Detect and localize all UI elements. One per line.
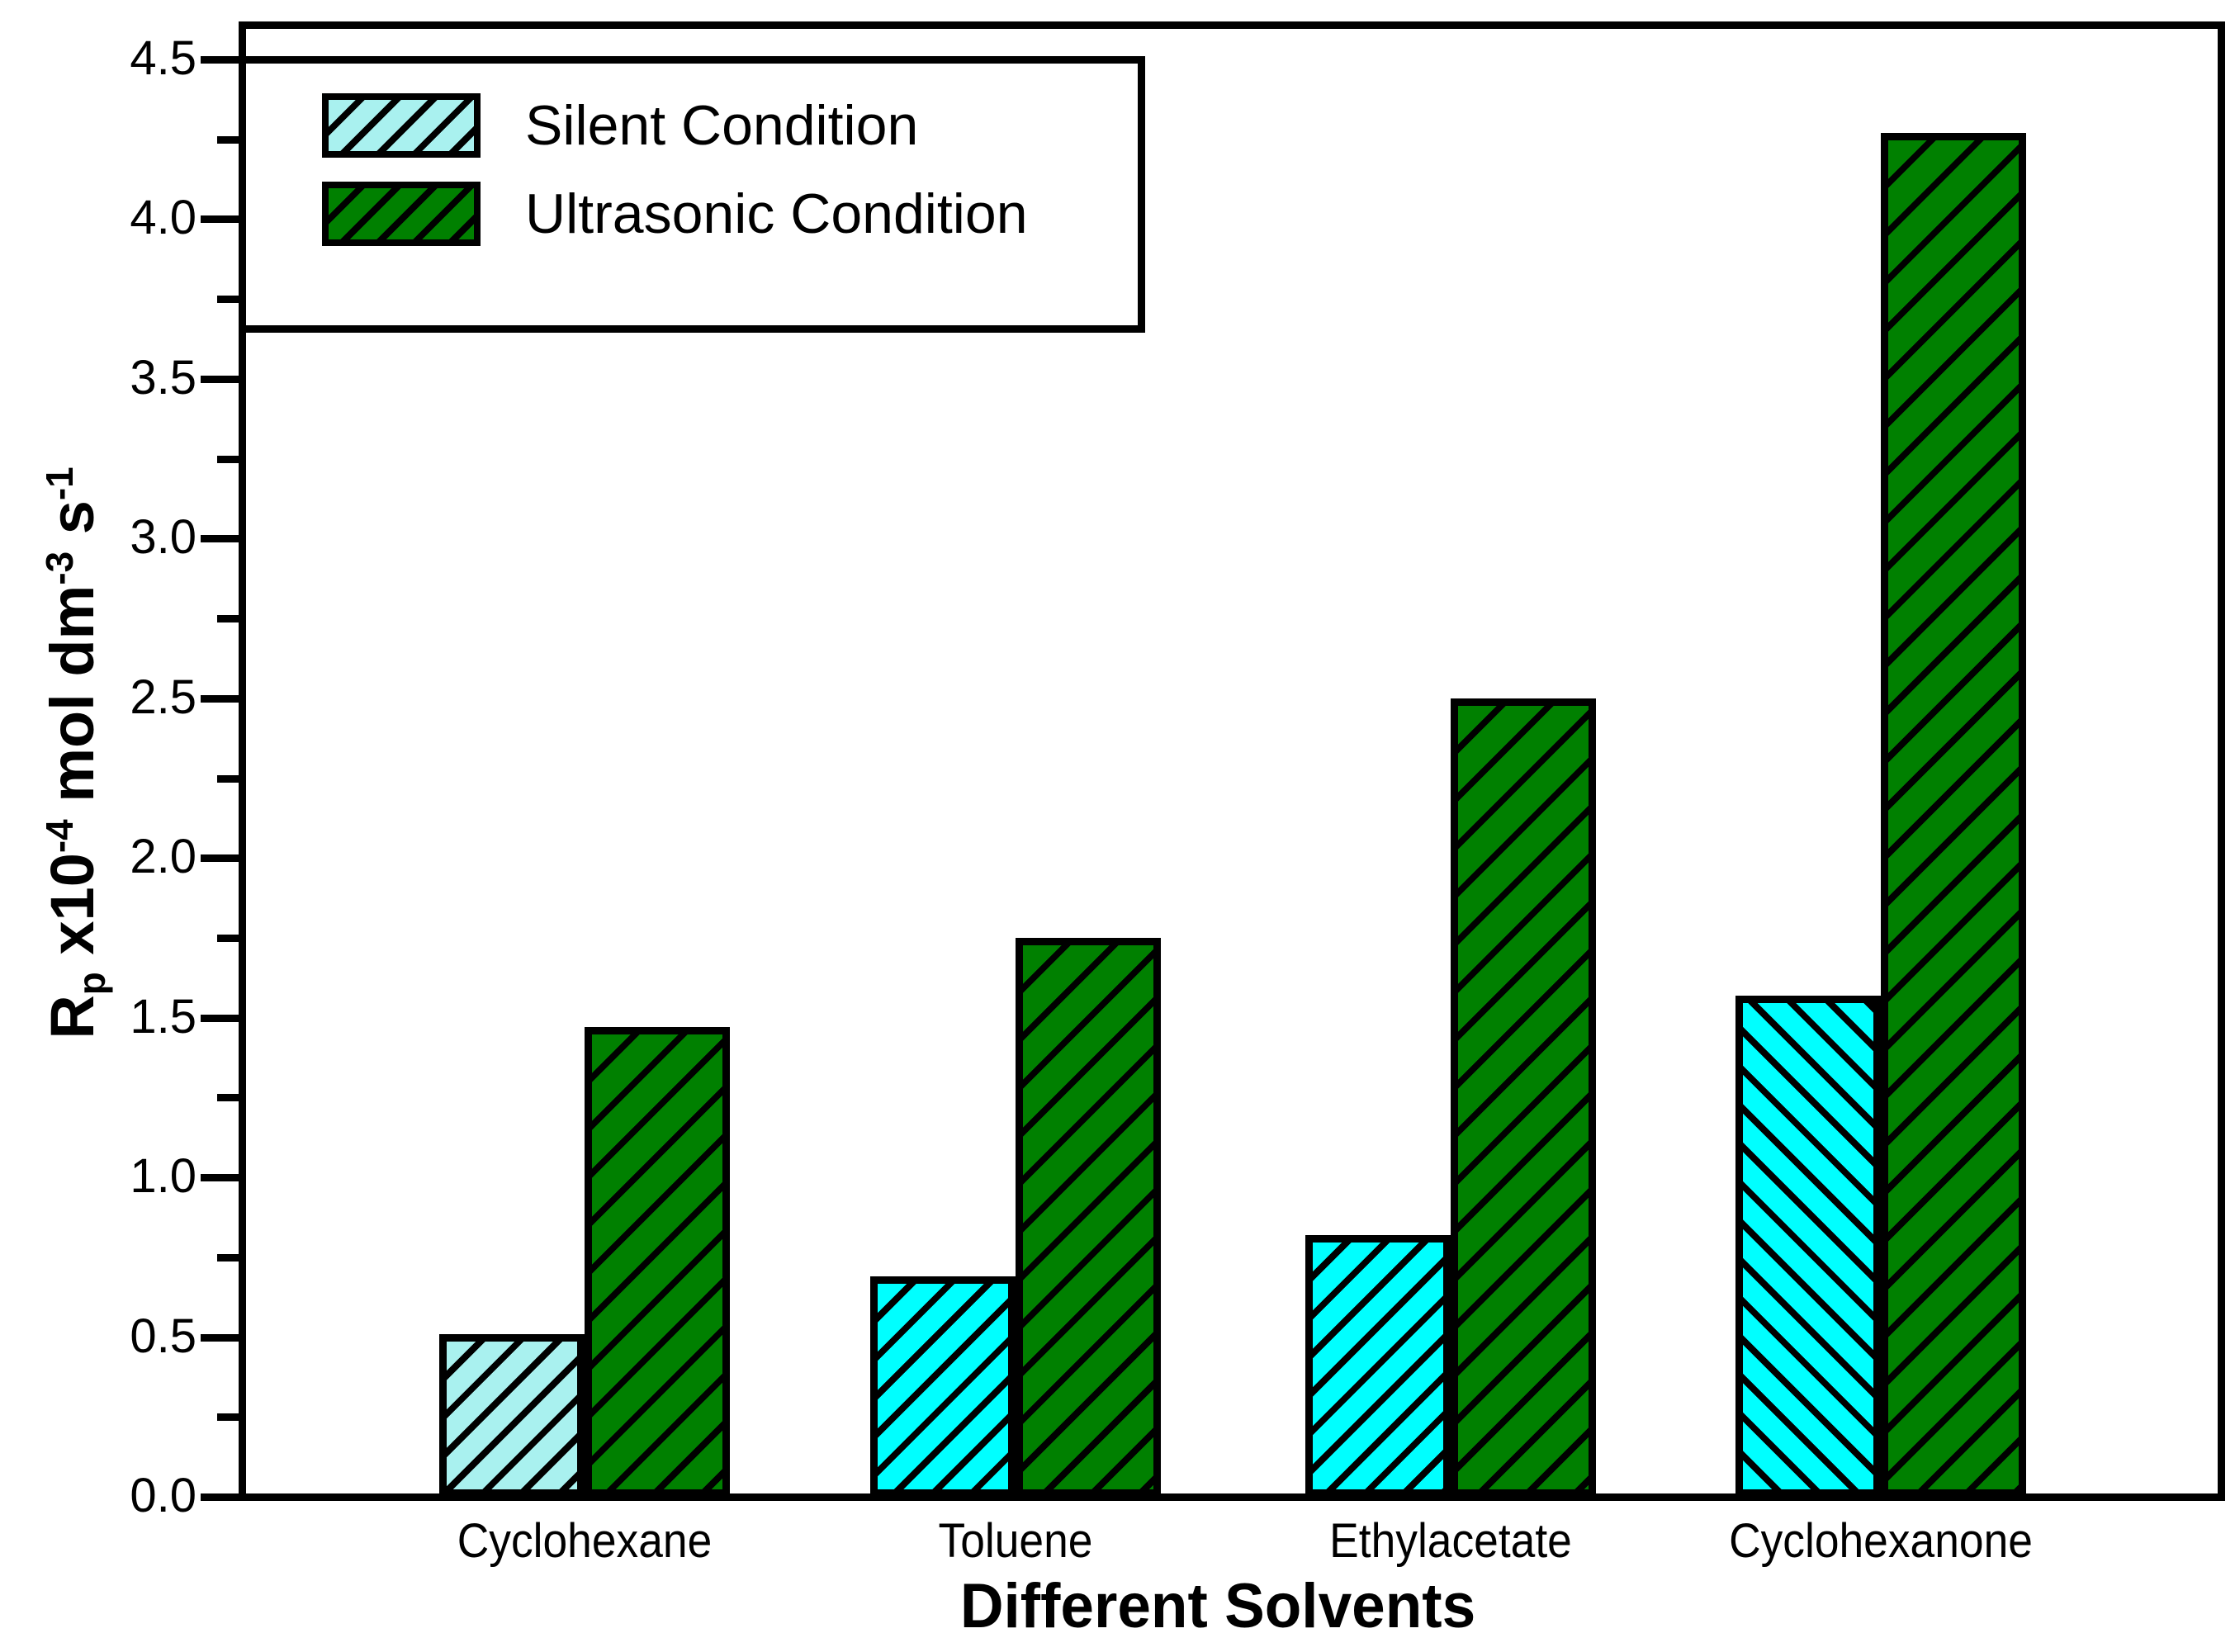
- y-axis-title-part: -1: [37, 466, 81, 501]
- y-major-tick: [201, 1015, 239, 1022]
- y-minor-tick: [217, 775, 239, 783]
- bar-silent-condition-toluene: [870, 1276, 1016, 1497]
- y-major-tick: [201, 56, 239, 64]
- y-major-tick: [201, 215, 239, 223]
- bar-silent-condition-ethylacetate: [1305, 1235, 1451, 1497]
- y-axis-title-part: -4: [37, 819, 81, 854]
- legend-label-ultrasonic: Ultrasonic Condition: [525, 182, 1028, 245]
- y-minor-tick: [217, 935, 239, 942]
- y-minor-tick: [217, 136, 239, 144]
- y-tick-label: 3.5: [130, 351, 197, 405]
- bar-ultrasonic-condition-cyclohexane: [585, 1027, 730, 1497]
- y-axis-title-part: x10: [38, 853, 107, 973]
- y-tick-label: 4.0: [130, 191, 197, 244]
- y-major-tick: [201, 695, 239, 703]
- bar-ultrasonic-condition-toluene: [1016, 938, 1161, 1497]
- y-axis-title-part: s: [38, 500, 107, 551]
- y-major-tick: [201, 1174, 239, 1181]
- y-minor-tick: [217, 456, 239, 463]
- x-axis-title: Different Solvents: [959, 1571, 1476, 1641]
- y-tick-label: 1.0: [130, 1149, 197, 1203]
- plot-frame: [239, 21, 2225, 1501]
- y-tick-label: 4.5: [130, 31, 197, 85]
- bar-silent-condition-cyclohexane: [439, 1334, 585, 1497]
- x-category-label-cyclohexane: Cyclohexane: [457, 1514, 713, 1568]
- y-tick-label: 2.0: [130, 830, 197, 883]
- y-minor-tick: [217, 1254, 239, 1261]
- y-major-tick: [201, 1493, 239, 1501]
- bar-ultrasonic-condition-cyclohexanone: [1881, 133, 2026, 1497]
- y-axis-title: Rp x10-4 mol dm-3 s-1: [37, 466, 113, 1039]
- y-tick-label: 1.5: [130, 990, 197, 1044]
- y-minor-tick: [217, 1094, 239, 1101]
- y-tick-label: 2.5: [130, 670, 197, 724]
- x-category-label-cyclohexanone: Cyclohexanone: [1729, 1514, 2033, 1568]
- y-minor-tick: [217, 296, 239, 303]
- y-tick-label: 0.0: [130, 1469, 197, 1522]
- legend-swatch-silent: [322, 93, 481, 158]
- x-category-label-ethylacetate: Ethylacetate: [1329, 1514, 1572, 1568]
- y-major-tick: [201, 535, 239, 542]
- y-tick-label: 0.5: [130, 1309, 197, 1363]
- bar-ultrasonic-condition-ethylacetate: [1451, 698, 1596, 1497]
- y-major-tick: [201, 854, 239, 862]
- y-minor-tick: [217, 1413, 239, 1421]
- legend: Silent Condition Ultrasonic Condition: [239, 56, 1145, 333]
- bar-silent-condition-cyclohexanone: [1735, 996, 1881, 1497]
- y-axis-title-part: mol dm: [38, 585, 107, 820]
- y-minor-tick: [217, 615, 239, 622]
- legend-swatch-ultrasonic: [322, 182, 481, 246]
- y-axis-title-part: R: [38, 995, 107, 1039]
- y-major-tick: [201, 1334, 239, 1342]
- y-major-tick: [201, 376, 239, 383]
- y-axis-title-part: -3: [37, 551, 81, 585]
- x-category-label-toluene: Toluene: [938, 1514, 1093, 1568]
- y-tick-label: 3.0: [130, 510, 197, 564]
- y-axis-title-part: p: [69, 972, 113, 996]
- legend-label-silent: Silent Condition: [525, 94, 919, 157]
